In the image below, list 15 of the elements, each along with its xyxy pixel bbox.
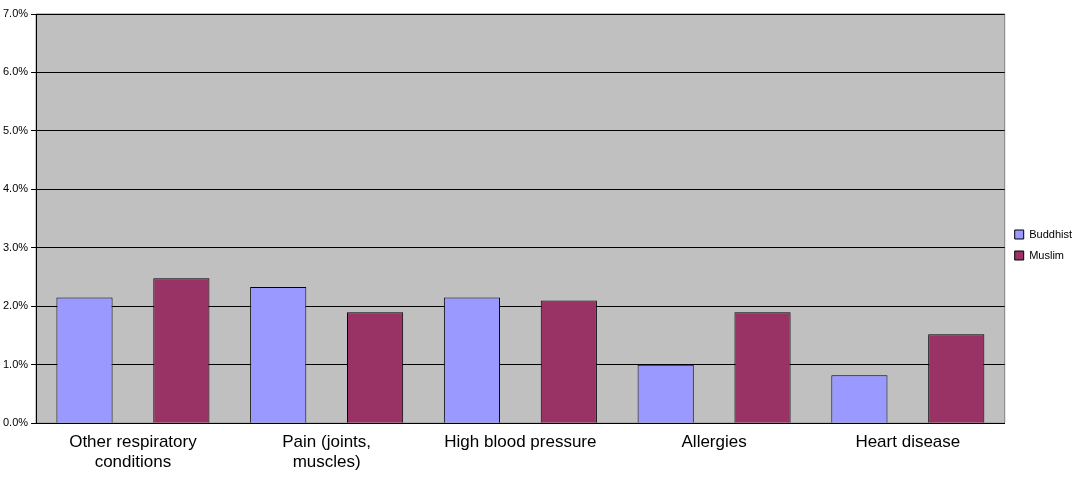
y-tick-label: 1.0%	[2, 357, 29, 370]
x-tick-label: High blood pressure	[444, 432, 597, 452]
legend-label: Buddhist	[1029, 227, 1072, 240]
x-tick-label: Other respiratory conditions	[69, 432, 198, 472]
y-tick-label: 4.0%	[2, 182, 29, 195]
y-tick-label: 6.0%	[2, 65, 29, 78]
x-tick-label: Pain (joints, muscles)	[282, 432, 372, 472]
x-tick-label: Allergies	[681, 432, 747, 452]
x-tick-label: Heart disease	[855, 432, 961, 452]
y-tick-label: 7.0%	[2, 7, 29, 20]
y-tick-label: 2.0%	[2, 299, 29, 312]
y-tick-label: 0.0%	[2, 416, 29, 429]
y-tick-label: 5.0%	[2, 123, 29, 136]
legend-label: Muslim	[1029, 248, 1065, 261]
y-tick-label: 3.0%	[2, 240, 29, 253]
